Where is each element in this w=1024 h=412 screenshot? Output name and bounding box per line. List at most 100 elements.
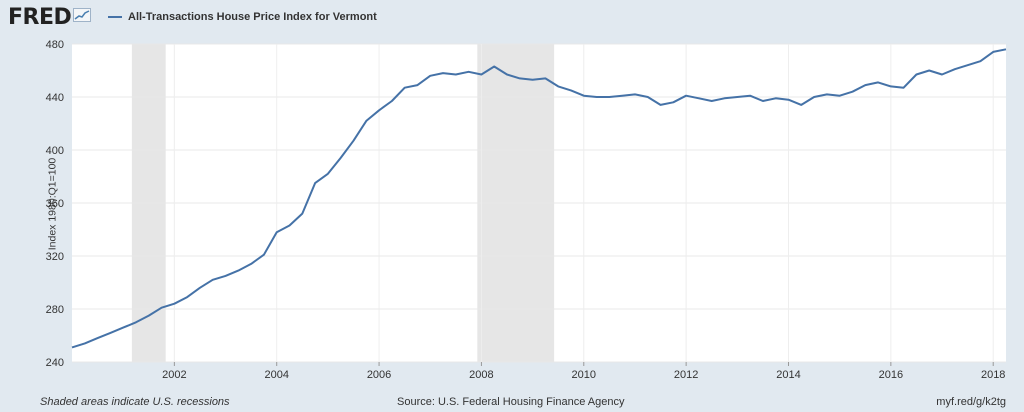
data-point: [992, 51, 994, 53]
data-point: [634, 93, 636, 95]
data-point: [135, 321, 137, 323]
data-point: [954, 68, 956, 70]
x-tick-label: 2002: [162, 369, 186, 381]
x-tick-label: 2016: [879, 369, 903, 381]
data-point: [621, 94, 623, 96]
data-point: [480, 73, 482, 75]
data-point: [928, 69, 930, 71]
data-point: [583, 94, 585, 96]
data-point: [915, 73, 917, 75]
data-point: [365, 120, 367, 122]
data-point: [442, 72, 444, 74]
x-tick-label: 2012: [674, 369, 698, 381]
data-point: [416, 84, 418, 86]
data-point: [467, 71, 469, 73]
data-point: [864, 84, 866, 86]
data-point: [979, 60, 981, 62]
data-point: [941, 73, 943, 75]
data-point: [391, 100, 393, 102]
data-point: [877, 81, 879, 83]
data-point: [1005, 48, 1007, 50]
data-point: [263, 253, 265, 255]
y-tick-label: 440: [46, 92, 64, 104]
fred-logo[interactable]: FRED: [8, 5, 92, 30]
x-tick-label: 2008: [469, 369, 493, 381]
data-point: [327, 173, 329, 175]
data-point: [813, 96, 815, 98]
chart-legend: All-Transactions House Price Index for V…: [108, 11, 377, 23]
y-tick-label: 240: [46, 357, 64, 369]
data-point: [787, 98, 789, 100]
data-point: [276, 231, 278, 233]
data-point: [186, 296, 188, 298]
data-point: [250, 263, 252, 265]
data-point: [557, 85, 559, 87]
data-point: [890, 85, 892, 87]
data-point: [519, 77, 521, 79]
x-tick-label: 2006: [367, 369, 391, 381]
data-point: [109, 332, 111, 334]
recession-note: Shaded areas indicate U.S. recessions: [40, 396, 230, 408]
data-point: [339, 157, 341, 159]
data-point: [570, 89, 572, 91]
data-point: [301, 212, 303, 214]
data-point: [403, 87, 405, 89]
data-point: [698, 97, 700, 99]
data-point: [762, 100, 764, 102]
data-point: [237, 269, 239, 271]
data-point: [429, 75, 431, 77]
data-point: [851, 91, 853, 93]
data-point: [800, 104, 802, 106]
data-point: [902, 87, 904, 89]
x-tick-label: 2018: [981, 369, 1005, 381]
legend-swatch: [108, 16, 122, 18]
data-point: [595, 96, 597, 98]
data-point: [378, 109, 380, 111]
data-point: [826, 93, 828, 95]
data-point: [608, 96, 610, 98]
y-tick-label: 320: [46, 251, 64, 263]
data-point: [838, 94, 840, 96]
data-point: [493, 65, 495, 67]
data-point: [122, 326, 124, 328]
data-point: [84, 342, 86, 344]
mini-chart-icon: [73, 8, 92, 27]
y-tick-label: 360: [46, 198, 64, 210]
data-point: [647, 96, 649, 98]
short-link[interactable]: myf.red/g/k2tg: [936, 396, 1006, 408]
y-tick-label: 480: [46, 39, 64, 51]
data-point: [531, 79, 533, 81]
chart-footer: Shaded areas indicate U.S. recessions So…: [0, 392, 1024, 412]
logo-text: FRED: [8, 5, 72, 30]
x-tick-label: 2010: [572, 369, 596, 381]
data-point: [749, 94, 751, 96]
data-point: [723, 97, 725, 99]
source-text: Source: U.S. Federal Housing Finance Age…: [397, 396, 625, 408]
data-point: [71, 346, 73, 348]
y-tick-label: 400: [46, 145, 64, 157]
data-point: [288, 224, 290, 226]
data-point: [352, 140, 354, 142]
series-line-1: [71, 48, 1007, 349]
y-tick-label: 280: [46, 304, 64, 316]
data-point: [685, 94, 687, 96]
data-point: [96, 337, 98, 339]
x-tick-label: 2014: [776, 369, 800, 381]
data-point: [506, 73, 508, 75]
data-point: [224, 275, 226, 277]
data-point: [711, 100, 713, 102]
data-point: [455, 73, 457, 75]
data-point: [659, 104, 661, 106]
chart-header: FRED All-Transactions House Price Index …: [0, 0, 1024, 36]
data-point: [544, 77, 546, 79]
y-axis-label: Index 1980:Q1=100: [46, 157, 59, 251]
line-chart: 240 280 320 360 400 440 480 2002 2004 2006 2008 20…: [46, 39, 1007, 381]
x-tick-label: 2004: [264, 369, 288, 381]
data-point: [148, 314, 150, 316]
data-point: [212, 279, 214, 281]
data-point: [160, 306, 162, 308]
data-point: [314, 182, 316, 184]
data-point: [672, 101, 674, 103]
data-point: [199, 287, 201, 289]
data-point: [173, 303, 175, 305]
